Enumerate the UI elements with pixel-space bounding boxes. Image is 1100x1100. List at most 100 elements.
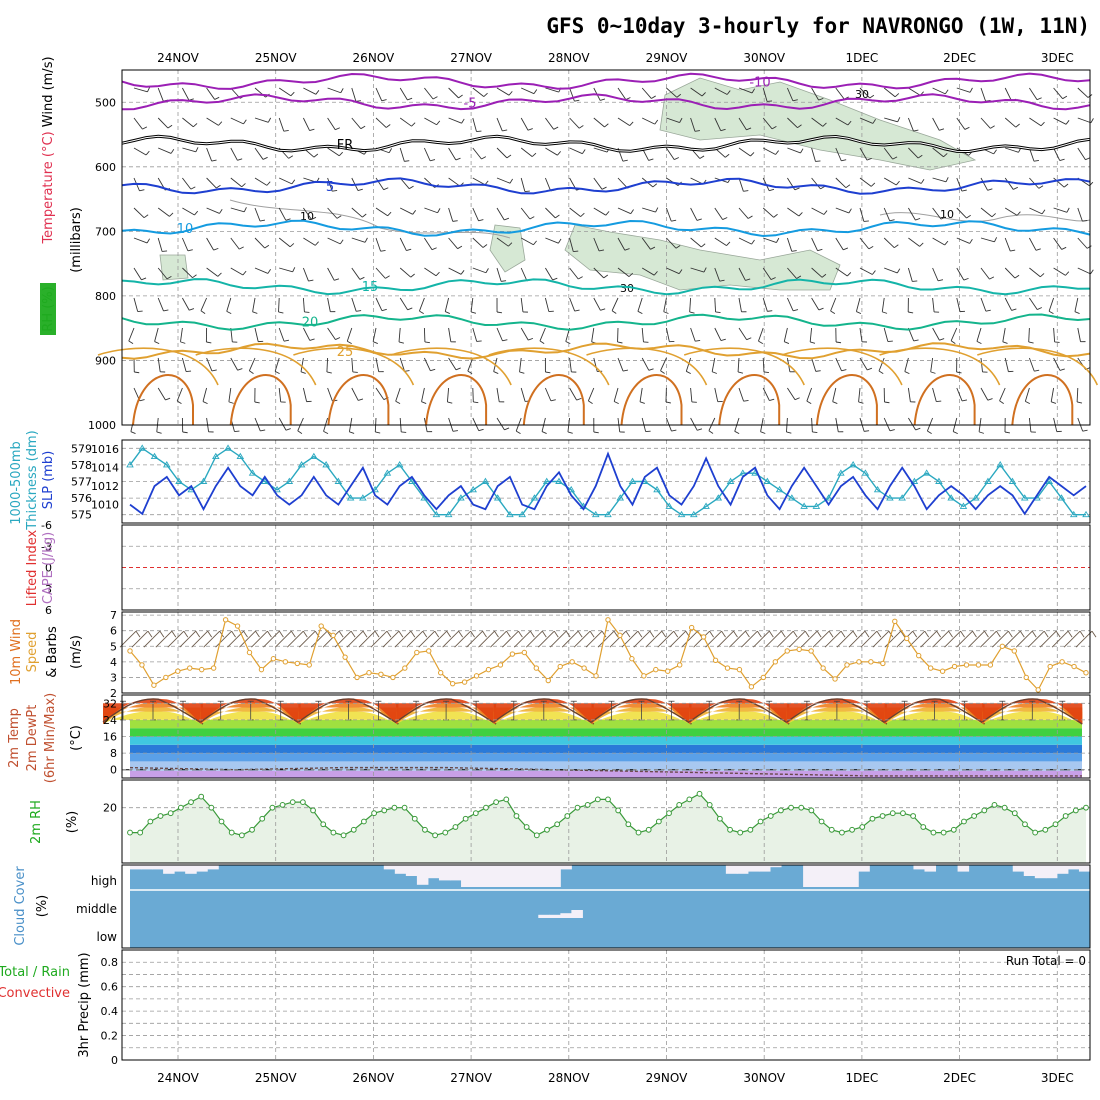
wind-speed-point xyxy=(951,663,958,670)
wind-barb-flag xyxy=(283,129,289,132)
wind-barb-flag xyxy=(473,401,479,404)
rh-point xyxy=(299,799,306,806)
wind-barb-flag xyxy=(398,341,404,344)
pressure-tick-label: 500 xyxy=(95,96,116,109)
rh-contour-line xyxy=(229,199,511,239)
wind-barb-flag xyxy=(1041,209,1046,215)
wind-barb xyxy=(351,387,359,401)
wind-barb xyxy=(932,237,945,246)
rh-point xyxy=(177,804,184,811)
wind-barb-flag xyxy=(673,630,679,638)
rh-point xyxy=(320,821,327,828)
wind-barb-flag xyxy=(598,249,605,252)
temperature-tick-label: 32 xyxy=(103,697,117,710)
wind-speed-point xyxy=(473,673,480,679)
wind-barb-flag xyxy=(603,274,609,279)
wind-barb xyxy=(956,117,966,130)
wind-barb xyxy=(454,630,471,648)
wind-barb-flag xyxy=(841,159,847,162)
wind-barb xyxy=(783,327,788,342)
wind-barb xyxy=(303,207,312,220)
wind-barb xyxy=(448,147,457,161)
wind-barb-flag xyxy=(574,309,580,312)
wind-barb-flag xyxy=(461,118,465,124)
lifted-index-tick-label: 6 xyxy=(45,604,52,617)
wind-barb xyxy=(1039,630,1057,648)
rh-tick-label: 20 xyxy=(103,802,117,815)
wind-barb xyxy=(1051,630,1069,648)
wind-barb xyxy=(669,630,687,648)
wind-barb xyxy=(472,387,474,403)
wind-barb-flag xyxy=(589,630,595,638)
wind-speed-point xyxy=(677,662,683,668)
wind-barb xyxy=(762,117,773,130)
wind-barb-flag xyxy=(340,88,344,93)
wind-barb-flag xyxy=(541,431,547,435)
wind-barb-flag xyxy=(939,128,945,131)
wind-barb-flag xyxy=(963,277,969,281)
wind-barb-flag xyxy=(169,212,174,217)
wind-barb xyxy=(883,417,891,431)
isotherm-label: 25 xyxy=(337,345,354,360)
wind-barb-flag xyxy=(969,87,973,93)
wind-barb-flag xyxy=(217,272,222,277)
wind-barb xyxy=(254,327,259,342)
panel-frame xyxy=(121,779,1091,864)
wind-barb-flag xyxy=(558,238,562,244)
wind-barb-flag xyxy=(674,157,680,160)
wind-barb xyxy=(545,207,556,219)
wind-barb xyxy=(545,87,559,93)
wind-barb-flag xyxy=(1065,271,1070,276)
wind-barb-flag xyxy=(357,188,363,191)
thickness-point xyxy=(248,469,257,476)
wind-barb xyxy=(539,327,546,342)
wind-barb xyxy=(763,237,777,243)
cloud-cover-fill xyxy=(130,865,1090,948)
rh-point xyxy=(1011,810,1018,817)
boundary-layer-isotherm xyxy=(1011,374,1074,426)
thickness-point xyxy=(383,469,392,476)
wind-barb-flag xyxy=(660,370,665,374)
wind-barb-flag xyxy=(768,630,774,638)
wind-barb-flag xyxy=(936,630,942,638)
wind-barb xyxy=(157,357,161,372)
wind-barb-flag xyxy=(978,431,984,434)
wind-barb xyxy=(787,207,800,217)
bottom-date-label: 24NOV xyxy=(157,1071,199,1085)
wind-barb xyxy=(641,237,651,250)
wind-barb xyxy=(690,207,698,221)
isotherm-line xyxy=(121,177,1091,195)
wind-barb xyxy=(859,267,873,275)
wind-barb xyxy=(660,357,667,371)
wind-barb xyxy=(1074,297,1079,312)
wind-barb-flag xyxy=(773,213,778,218)
wind-barb xyxy=(609,630,627,648)
slp-tick-label: 1012 xyxy=(91,480,119,493)
wind-barb-flag xyxy=(207,630,213,638)
thickness-point xyxy=(837,469,845,476)
rh-point xyxy=(777,807,784,814)
rh-point xyxy=(655,818,662,825)
boundary-layer-isotherm xyxy=(815,374,878,426)
rh-point xyxy=(157,813,164,819)
wind-barb xyxy=(762,207,774,218)
wind-barb xyxy=(569,207,581,217)
wind-barb xyxy=(956,387,963,402)
wind-barb xyxy=(641,357,650,371)
y-axis-title-part: 1000-500mb xyxy=(9,441,24,525)
wind-speed-point xyxy=(916,652,922,659)
rh-point xyxy=(167,810,174,817)
wind-barb-flag xyxy=(746,337,752,341)
rh-point xyxy=(371,810,377,817)
wind-speed-point xyxy=(282,659,289,665)
wind-barb xyxy=(133,117,143,130)
wind-barb-flag xyxy=(565,630,571,638)
wind-barb-flag xyxy=(239,246,244,250)
wind-speed-point xyxy=(199,666,205,673)
thickness-point xyxy=(469,485,477,493)
wind-barb-flag xyxy=(994,237,998,243)
wind-barb xyxy=(298,630,316,648)
thickness-point xyxy=(395,461,404,468)
temperature-color-band xyxy=(130,770,1082,778)
boundary-layer-isotherm xyxy=(132,374,194,426)
